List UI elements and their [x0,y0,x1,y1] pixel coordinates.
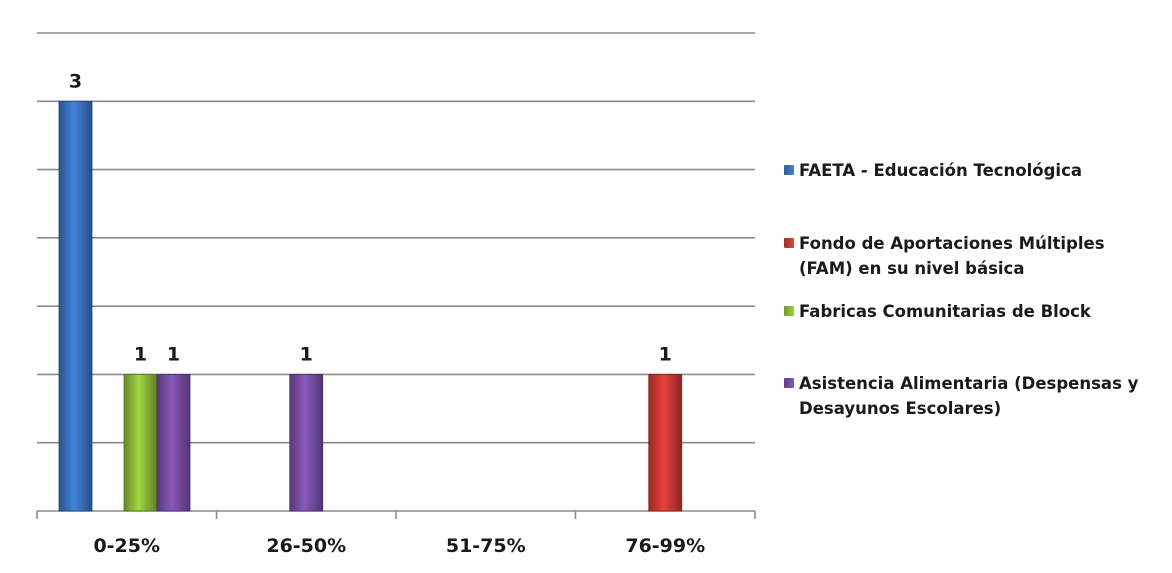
data-label: 3 [69,70,82,92]
bar [123,374,158,512]
legend-item-asistencia: Asistencia Alimentaria (Despensas y Desa… [784,371,1138,421]
legend-label: FAETA - Educación Tecnológica [799,161,1082,180]
x-tick-label: 26-50% [266,535,346,557]
legend-item-block: Fabricas Comunitarias de Block [784,299,1091,324]
legend-label: Fabricas Comunitarias de Block [799,302,1091,321]
x-tick-label: 0-25% [93,535,160,557]
legend-item-fam: Fondo de Aportaciones Múltiples (FAM) en… [784,231,1105,281]
legend-label: Fondo de Aportaciones Múltiples (FAM) en… [799,234,1105,278]
data-label: 1 [167,343,180,365]
data-label: 1 [134,343,147,365]
x-tick-label: 76-99% [625,535,705,557]
legend-item-faeta: FAETA - Educación Tecnológica [784,158,1082,183]
x-tick-label: 51-75% [446,535,526,557]
data-label: 1 [659,343,672,365]
legend-swatch [784,238,794,248]
legend-swatch [784,306,794,316]
bar [58,100,93,512]
legend-swatch [784,378,794,388]
legend-label: Asistencia Alimentaria (Despensas y Desa… [799,374,1139,418]
bar [289,374,324,512]
legend-swatch [784,165,794,175]
data-label: 1 [300,343,313,365]
bar [156,374,191,512]
bar [648,374,683,512]
legend: FAETA - Educación Tecnológica Fondo de A… [784,0,1164,569]
